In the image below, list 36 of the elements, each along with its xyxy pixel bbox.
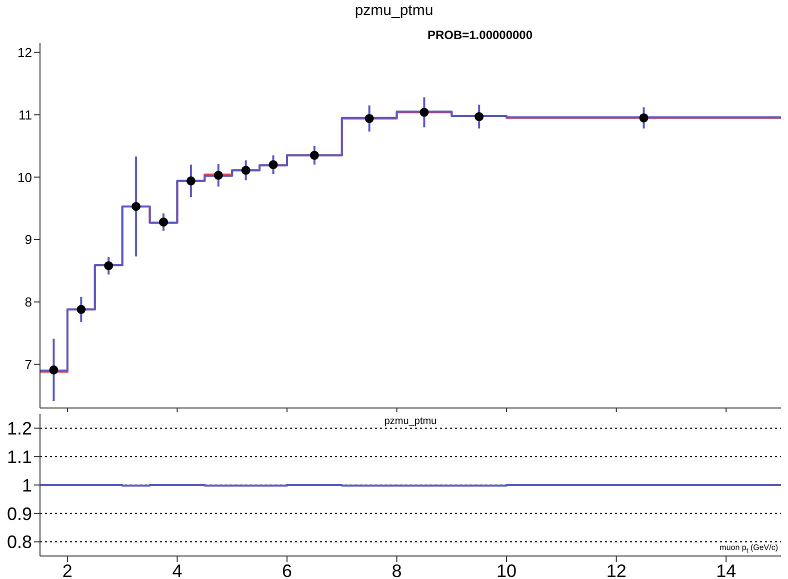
point <box>132 202 141 211</box>
x-tick-label: 12 <box>606 560 626 579</box>
chart-title: pzmu_ptmu <box>354 2 434 19</box>
y-tick-label: 1 <box>22 475 32 496</box>
y-tick-label: 9 <box>24 232 32 248</box>
point <box>76 304 86 314</box>
y-tick-label: 1.1 <box>6 446 32 467</box>
point <box>310 150 319 160</box>
y-tick-label: 10 <box>18 170 32 185</box>
point <box>364 114 374 123</box>
x-tick-label: 4 <box>172 560 182 579</box>
point <box>420 108 429 117</box>
x-axis-title: muon p$_{t}$ (GeV/c) <box>720 543 778 555</box>
y-tick-label: 8 <box>24 294 32 310</box>
point <box>158 218 168 227</box>
text: PROB=1.00000000 <box>426 28 534 42</box>
x-tick-label: 2 <box>62 560 72 579</box>
y-tick-label: 11 <box>18 107 32 122</box>
x-tick-label: 8 <box>392 560 402 579</box>
point <box>49 365 58 374</box>
point <box>186 176 196 186</box>
chart-title: pzmu_ptmu <box>383 416 438 427</box>
x-tick-label: 10 <box>496 560 517 579</box>
point <box>241 166 250 175</box>
x-tick-label: 6 <box>282 560 292 579</box>
point <box>639 113 648 122</box>
y-tick-label: 0.9 <box>6 504 32 524</box>
x-tick-label: 14 <box>716 560 736 579</box>
y-tick-label: 7 <box>24 356 32 372</box>
y-tick-label: 12 <box>18 44 32 60</box>
point <box>214 170 223 180</box>
y-tick-label: 0.8 <box>6 532 32 552</box>
y-tick-label: 1.2 <box>6 418 32 439</box>
point <box>474 112 484 122</box>
point <box>104 261 114 270</box>
point <box>268 160 278 170</box>
